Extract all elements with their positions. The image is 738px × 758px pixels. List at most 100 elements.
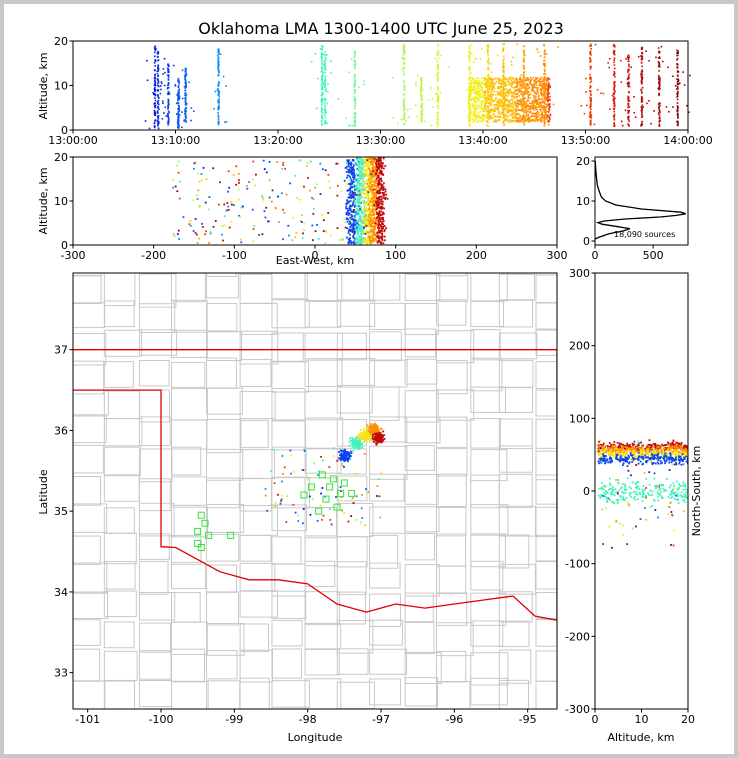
source-point	[469, 73, 471, 75]
source-point	[192, 110, 195, 112]
source-point	[359, 192, 362, 195]
source-point	[539, 85, 542, 87]
county-outline	[404, 677, 439, 707]
source-point	[154, 89, 156, 92]
source-point	[657, 47, 660, 49]
source-point	[544, 109, 546, 112]
county-outline	[369, 331, 402, 362]
source-point	[640, 95, 643, 98]
source-point	[346, 183, 349, 186]
source-point	[324, 111, 327, 113]
source-point	[504, 108, 506, 111]
source-point	[363, 80, 366, 83]
source-point	[181, 97, 184, 100]
county-outline	[304, 648, 340, 676]
source-point	[474, 79, 477, 82]
source-point	[358, 242, 361, 245]
source-point	[353, 220, 355, 223]
source-point	[354, 201, 357, 204]
source-point	[541, 94, 543, 97]
source-point	[526, 100, 529, 103]
source-point	[532, 105, 534, 107]
source-point	[526, 91, 529, 94]
county-outline	[336, 332, 367, 361]
source-point	[524, 117, 526, 120]
source-point	[626, 82, 629, 85]
source-point	[373, 233, 376, 236]
source-point	[321, 56, 323, 58]
source-point	[536, 77, 539, 80]
source-point	[363, 203, 366, 206]
source-point	[348, 162, 351, 165]
county-outline	[304, 390, 342, 421]
source-point	[289, 182, 292, 185]
source-point	[509, 77, 511, 80]
source-point	[485, 89, 488, 92]
source-point	[372, 188, 375, 191]
source-point	[383, 239, 386, 242]
source-point	[549, 85, 551, 87]
source-point	[486, 105, 489, 108]
source-point	[507, 91, 510, 94]
source-point	[503, 83, 505, 86]
source-point	[178, 81, 180, 83]
source-point	[530, 111, 532, 113]
source-point	[216, 54, 219, 57]
source-point	[496, 101, 498, 103]
source-point	[522, 115, 525, 117]
source-point	[361, 229, 364, 232]
source-point	[511, 115, 514, 117]
source-point	[406, 109, 409, 111]
source-point	[472, 120, 475, 123]
source-point	[382, 211, 385, 214]
source-point	[174, 185, 177, 188]
source-point	[377, 206, 380, 209]
source-point	[177, 86, 180, 89]
source-point	[489, 116, 492, 119]
source-point	[360, 191, 363, 194]
source-point	[526, 82, 528, 85]
source-point	[402, 100, 405, 103]
source-point	[436, 77, 439, 80]
source-point	[350, 242, 353, 244]
source-point	[495, 96, 498, 99]
source-point	[525, 87, 528, 90]
source-point	[403, 115, 406, 118]
source-point	[494, 119, 496, 121]
source-point	[469, 111, 472, 113]
source-point	[403, 58, 405, 61]
source-point	[518, 120, 521, 122]
source-point	[533, 107, 535, 109]
source-point	[532, 95, 535, 97]
source-point	[530, 79, 532, 82]
source-point	[402, 54, 405, 56]
source-point	[676, 49, 678, 52]
source-point	[491, 87, 493, 90]
source-point	[533, 101, 536, 104]
source-point	[358, 240, 361, 243]
source-point	[547, 103, 550, 106]
source-point	[363, 161, 366, 163]
source-point	[546, 100, 549, 103]
source-point	[589, 106, 592, 109]
source-point	[348, 196, 351, 198]
source-point	[476, 98, 479, 101]
source-point	[157, 118, 160, 120]
source-point	[346, 201, 349, 204]
source-point	[214, 90, 217, 93]
source-point	[369, 181, 372, 184]
source-point	[375, 172, 378, 175]
source-point	[205, 178, 208, 181]
source-point	[167, 84, 170, 86]
source-point	[533, 112, 536, 115]
source-point	[403, 104, 406, 107]
source-point	[177, 104, 180, 107]
source-point	[235, 165, 238, 168]
source-point	[178, 95, 181, 98]
source-point	[372, 214, 375, 217]
source-point	[217, 62, 219, 65]
source-point	[498, 111, 501, 113]
source-point	[544, 73, 546, 75]
source-point	[527, 117, 530, 119]
source-point	[624, 109, 627, 112]
